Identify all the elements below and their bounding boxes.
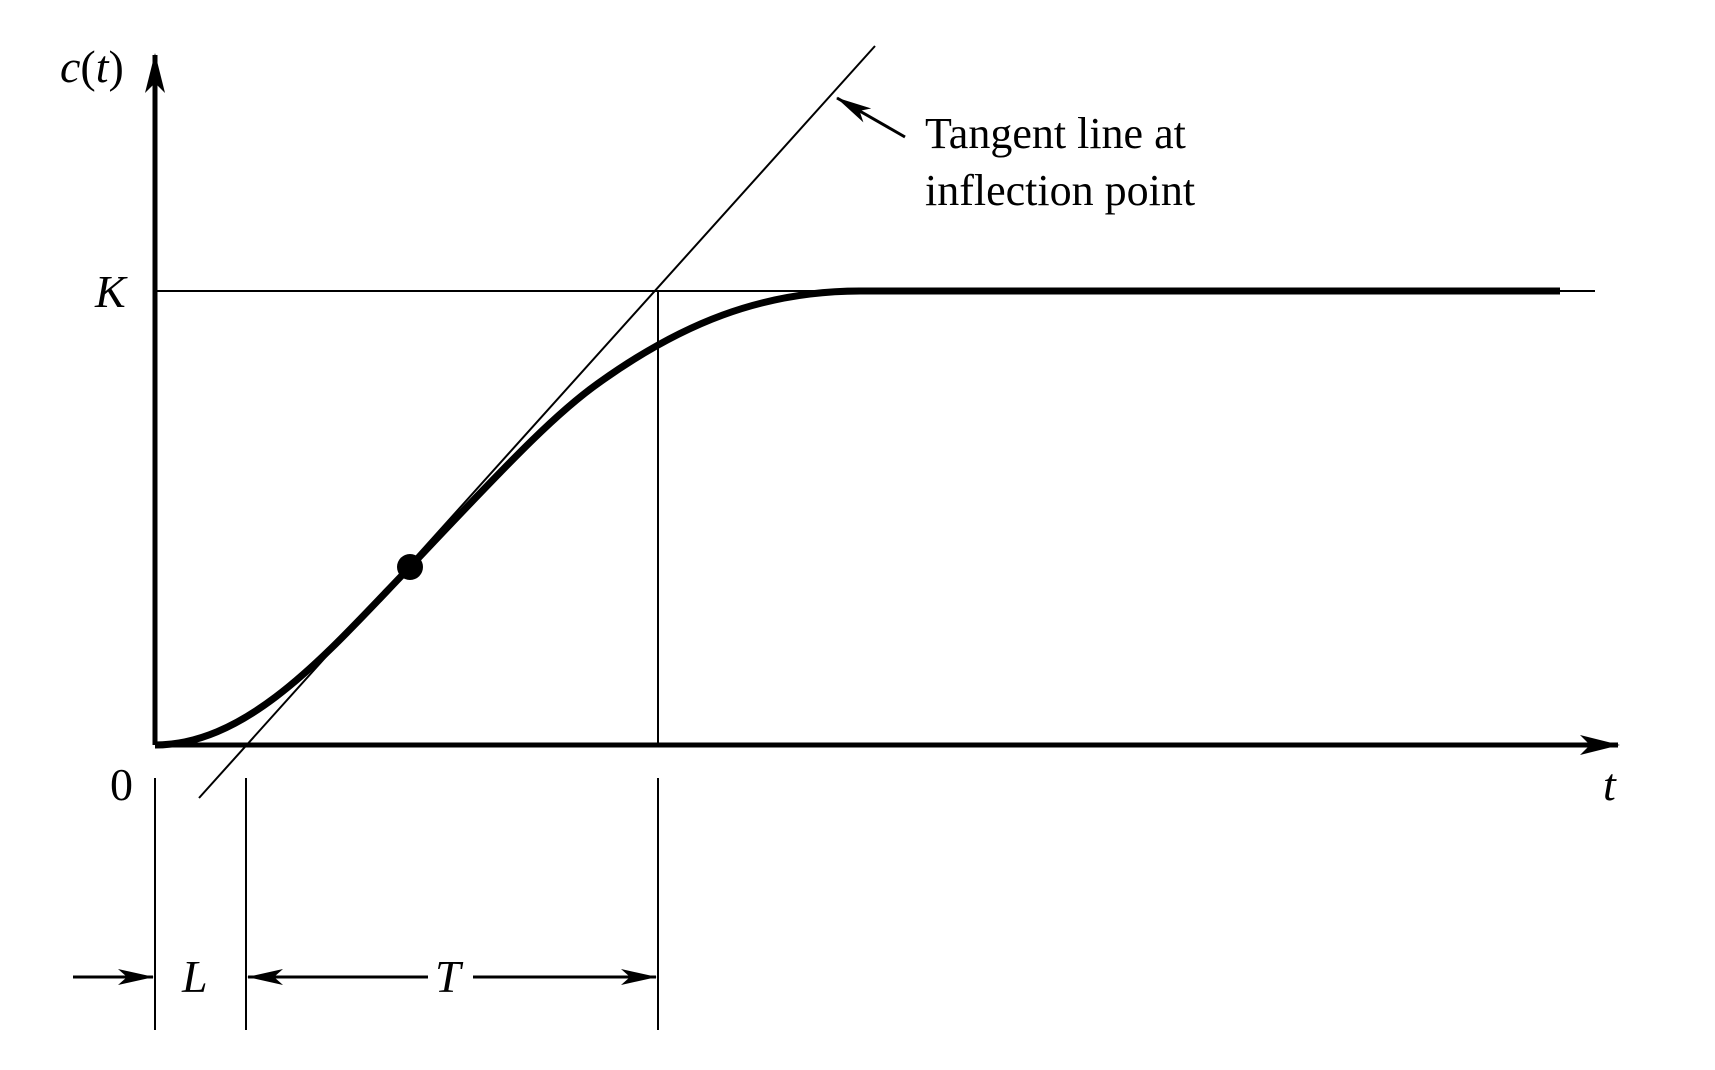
y-axis-label-close: ) [109,41,124,92]
response-curve [154,287,1560,749]
y-axis-label-var: t [96,41,110,92]
y-axis-label: c(t) [60,41,124,92]
time-constant-label: T [435,951,464,1002]
origin-label: 0 [110,759,133,810]
annotation-line-2: inflection point [925,166,1195,215]
annotation-line-1: Tangent line at [925,109,1186,158]
delay-label: L [181,951,208,1002]
inflection-point [397,554,423,580]
y-axis-label-open: ( [80,41,95,92]
x-axis-label: t [1603,759,1617,810]
y-axis-label-func: c [60,41,80,92]
annotation-pointer-arrow [836,96,906,139]
steady-state-label: K [94,266,128,317]
tangent-line [198,45,876,799]
